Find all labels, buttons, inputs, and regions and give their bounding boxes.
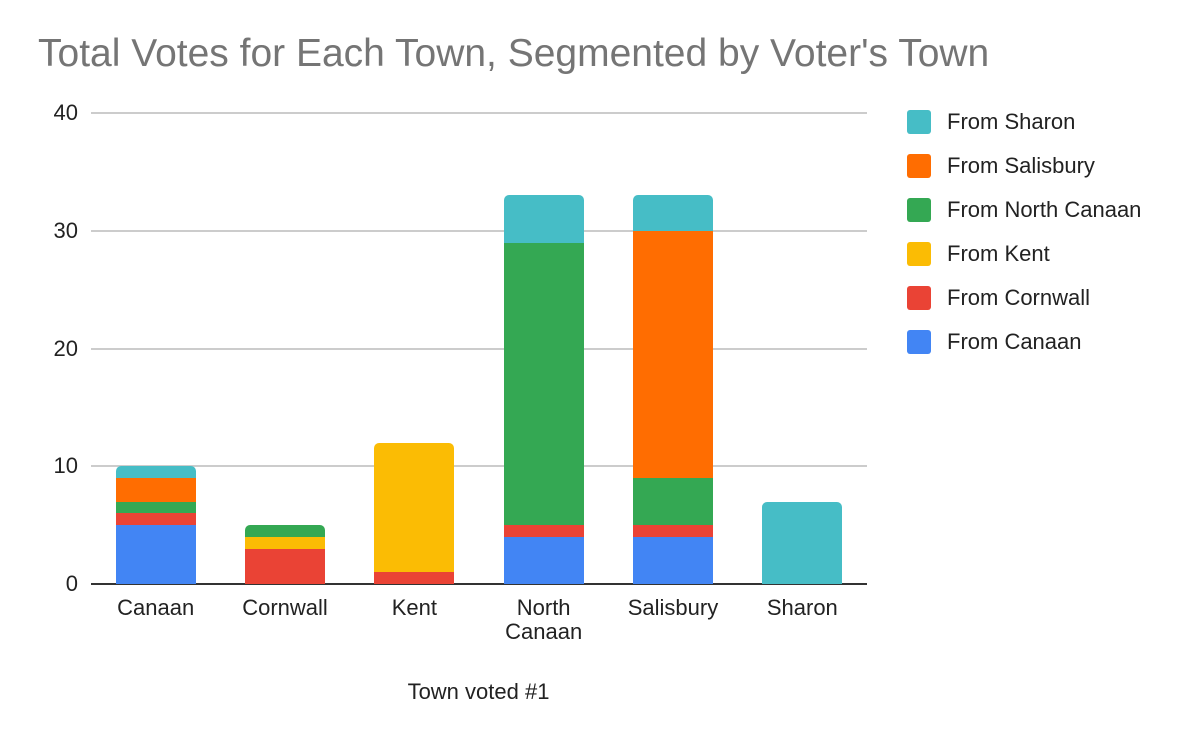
bar-kent[interactable] xyxy=(374,442,455,584)
bar-segment-from-sharon[interactable] xyxy=(762,501,843,584)
x-tick-label: Canaan xyxy=(91,596,221,620)
gridline xyxy=(91,112,867,114)
bar-segment-from-cornwall[interactable] xyxy=(633,525,713,537)
chart-title: Total Votes for Each Town, Segmented by … xyxy=(38,32,990,75)
x-tick-label-line: Kent xyxy=(391,595,437,620)
gridline xyxy=(91,347,867,350)
legend-item-from-kent[interactable]: From Kent xyxy=(907,232,1141,276)
legend-item-from-salisbury[interactable]: From Salisbury xyxy=(907,144,1141,188)
x-axis-title: Town voted #1 xyxy=(407,679,550,704)
x-axis-line xyxy=(91,583,867,585)
legend-label: From Sharon xyxy=(947,109,1076,134)
bar-north-canaan[interactable] xyxy=(503,195,584,584)
bar-segment-from-kent[interactable] xyxy=(374,442,455,573)
gridline xyxy=(91,229,867,232)
x-tick-label-line: Salisbury xyxy=(627,595,719,620)
bar-salisbury[interactable] xyxy=(633,195,713,584)
bar-canaan[interactable] xyxy=(115,466,196,584)
bar-sharon[interactable] xyxy=(762,501,843,584)
bar-segment-from-salisbury[interactable] xyxy=(115,478,196,502)
bar-segment-from-canaan[interactable] xyxy=(633,536,713,584)
bar-segment-from-sharon[interactable] xyxy=(633,195,713,231)
x-tick-label-line: Canaan xyxy=(117,595,195,620)
bar-segment-from-canaan[interactable] xyxy=(503,536,584,584)
legend-label: From Cornwall xyxy=(947,285,1091,310)
bar-cornwall[interactable] xyxy=(245,525,325,584)
x-tick-label: North Canaan xyxy=(479,596,609,644)
x-tick-label-line: North xyxy=(516,595,571,620)
bar-segment-from-sharon[interactable] xyxy=(503,195,584,243)
legend-swatch-icon xyxy=(907,330,931,354)
legend-item-from-north-canaan[interactable]: From North Canaan xyxy=(907,188,1141,232)
bar-segment-from-north-canaan[interactable] xyxy=(245,525,325,537)
legend-label: From North Canaan xyxy=(947,197,1142,222)
bar-segment-from-cornwall[interactable] xyxy=(374,572,455,584)
bar-segment-from-north-canaan[interactable] xyxy=(503,242,584,526)
x-tick-label: Kent xyxy=(349,596,479,620)
gridline xyxy=(91,465,867,468)
legend-label: From Kent xyxy=(947,241,1050,266)
legend-swatch-icon xyxy=(907,286,931,310)
legend-swatch-icon xyxy=(907,154,931,178)
x-tick-label-line: Canaan xyxy=(505,619,583,644)
y-tick-label: 20 xyxy=(53,335,78,361)
y-tick-label: 40 xyxy=(53,100,78,125)
x-tick-label: Cornwall xyxy=(220,596,350,620)
x-tick-label: Salisbury xyxy=(608,596,738,620)
x-tick-label-line: Cornwall xyxy=(242,595,328,620)
bar-segment-from-cornwall[interactable] xyxy=(503,525,584,537)
bar-segment-from-north-canaan[interactable] xyxy=(115,501,196,514)
bar-segment-from-canaan[interactable] xyxy=(115,525,196,584)
y-tick-label: 0 xyxy=(65,571,78,596)
bar-segment-from-cornwall[interactable] xyxy=(115,513,196,526)
legend-swatch-icon xyxy=(907,110,931,134)
y-tick-label: 10 xyxy=(53,453,78,479)
x-tick-label: Sharon xyxy=(737,596,867,620)
bar-segment-from-sharon[interactable] xyxy=(115,466,196,479)
legend-item-from-sharon[interactable]: From Sharon xyxy=(907,100,1141,144)
y-tick-label: 30 xyxy=(53,217,78,243)
legend-label: From Salisbury xyxy=(947,153,1095,178)
legend-item-from-cornwall[interactable]: From Cornwall xyxy=(907,276,1141,320)
bar-segment-from-salisbury[interactable] xyxy=(633,230,713,479)
legend-swatch-icon xyxy=(907,242,931,266)
legend-swatch-icon xyxy=(907,198,931,222)
legend-item-from-canaan[interactable]: From Canaan xyxy=(907,320,1141,364)
legend: From Sharon From Salisbury From North Cana… xyxy=(907,100,1141,364)
x-tick-label-line: Sharon xyxy=(766,595,838,620)
bar-segment-from-kent[interactable] xyxy=(245,536,325,549)
bar-segment-from-north-canaan[interactable] xyxy=(633,478,713,526)
legend-label: From Canaan xyxy=(947,329,1082,354)
bar-segment-from-cornwall[interactable] xyxy=(245,548,325,584)
